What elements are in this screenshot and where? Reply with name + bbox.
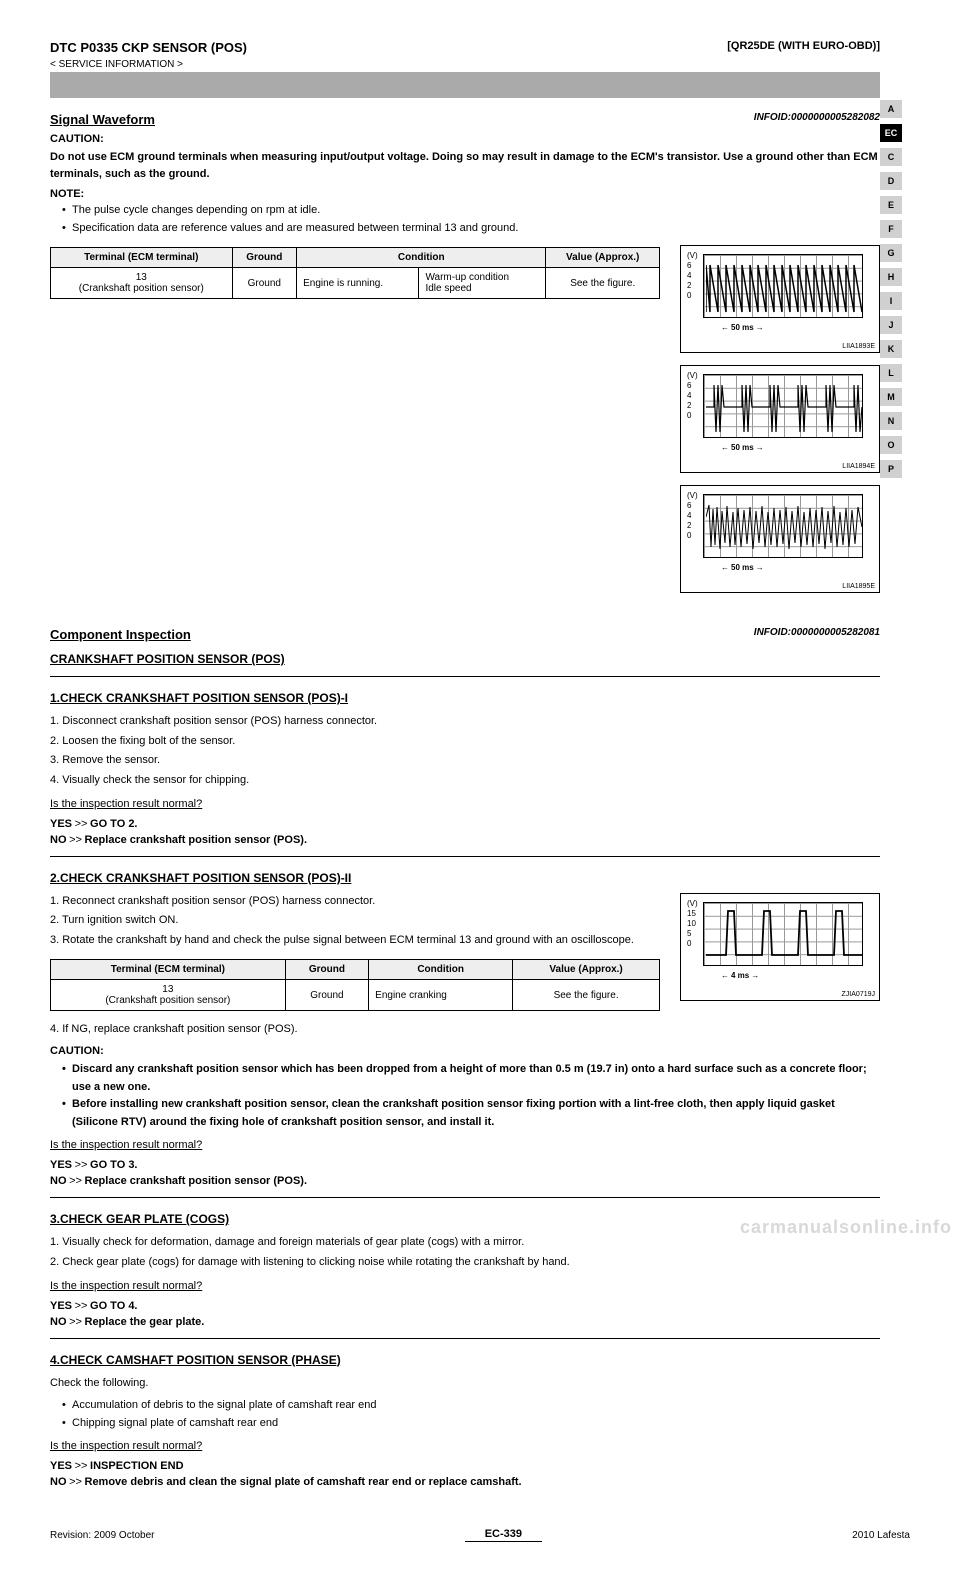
result-question: Is the inspection result normal?	[50, 1280, 880, 1292]
side-tab-o[interactable]: O	[880, 436, 902, 454]
th-value: Value (Approx.)	[513, 960, 660, 980]
td-cond1: Engine is running.	[297, 268, 419, 299]
caution-label: CAUTION:	[50, 1045, 880, 1057]
timebase-label: 4 ms	[721, 971, 759, 980]
th-ground: Ground	[232, 248, 297, 268]
waveform-chart-c: (V)6420 50 ms LIIA1895E	[680, 485, 880, 593]
chart-id: LIIA1895E	[842, 583, 875, 590]
waveform-chart-a: (V)6420 50 ms LIIA1893E	[680, 245, 880, 353]
side-tab-l[interactable]: L	[880, 364, 902, 382]
chart-id: LIIA1893E	[842, 343, 875, 350]
step-item: 1. Disconnect crankshaft position sensor…	[50, 713, 880, 731]
th-terminal: Terminal (ECM terminal)	[51, 248, 233, 268]
td-value: See the figure.	[546, 268, 660, 299]
waveform-chart-d: (V)151050 4 ms ZJIA0719J	[680, 893, 880, 1001]
side-tab-k[interactable]: K	[880, 340, 902, 358]
breadcrumb-section: < SERVICE INFORMATION >	[50, 59, 880, 70]
step4-heading: 4.CHECK CAMSHAFT POSITION SENSOR (PHASE)	[50, 1353, 880, 1367]
td-cond: Engine cranking	[369, 980, 513, 1011]
side-tab-j[interactable]: J	[880, 316, 902, 334]
subsection-title: CRANKSHAFT POSITION SENSOR (POS)	[50, 652, 880, 666]
page-section-title: DTC P0335 CKP SENSOR (POS)	[50, 40, 247, 55]
step2-spec-table: Terminal (ECM terminal) Ground Condition…	[50, 959, 660, 1011]
step1-heading: 1.CHECK CRANKSHAFT POSITION SENSOR (POS)…	[50, 691, 880, 705]
side-tab-ec[interactable]: EC	[880, 124, 902, 142]
no-line: NO>>Replace crankshaft position sensor (…	[50, 1175, 880, 1187]
side-tab-f[interactable]: F	[880, 220, 902, 238]
side-tab-p[interactable]: P	[880, 460, 902, 478]
result-question: Is the inspection result normal?	[50, 798, 880, 810]
no-line: NO>>Remove debris and clean the signal p…	[50, 1476, 880, 1488]
watermark: carmanualsonline.info	[740, 1217, 952, 1238]
step4-lead: Check the following.	[50, 1375, 880, 1392]
caution-item: Before installing new crankshaft positio…	[62, 1096, 880, 1131]
signal-waveform-heading: Signal Waveform	[50, 112, 155, 127]
side-tab-g[interactable]: G	[880, 244, 902, 262]
step-item: 4. If NG, replace crankshaft position se…	[50, 1021, 880, 1039]
breadcrumb-model: [QR25DE (WITH EURO-OBD)]	[727, 40, 880, 52]
timebase-label: 50 ms	[721, 443, 764, 452]
component-inspection-heading: Component Inspection	[50, 627, 191, 642]
side-tab-i[interactable]: I	[880, 292, 902, 310]
note-label: NOTE:	[50, 188, 880, 200]
td-cond2: Warm-up condition Idle speed	[419, 268, 546, 299]
check-item: Chipping signal plate of camshaft rear e…	[62, 1415, 880, 1433]
yes-line: YES>>GO TO 4.	[50, 1300, 880, 1312]
model-text: 2010 Lafesta	[852, 1530, 910, 1541]
signal-spec-table: Terminal (ECM terminal) Ground Condition…	[50, 247, 660, 299]
caution-item: Discard any crankshaft position sensor w…	[62, 1061, 880, 1096]
td-value: See the figure.	[513, 980, 660, 1011]
td-terminal: 13 (Crankshaft position sensor)	[51, 980, 286, 1011]
result-question: Is the inspection result normal?	[50, 1440, 880, 1452]
side-tab-m[interactable]: M	[880, 388, 902, 406]
waveform-chart-b: (V)6420 50 ms LIIA1894E	[680, 365, 880, 473]
td-ground: Ground	[232, 268, 297, 299]
title-bar	[50, 72, 880, 98]
info-id: INFOID:0000000005282082	[754, 112, 880, 123]
no-line: NO>>Replace crankshaft position sensor (…	[50, 834, 880, 846]
side-tab-d[interactable]: D	[880, 172, 902, 190]
timebase-label: 50 ms	[721, 563, 764, 572]
td-terminal: 13 (Crankshaft position sensor)	[51, 268, 233, 299]
caution-label: CAUTION:	[50, 133, 880, 145]
yes-line: YES>>INSPECTION END	[50, 1460, 880, 1472]
note-item: The pulse cycle changes depending on rpm…	[62, 202, 880, 220]
side-tab-h[interactable]: H	[880, 268, 902, 286]
th-value: Value (Approx.)	[546, 248, 660, 268]
check-item: Accumulation of debris to the signal pla…	[62, 1397, 880, 1415]
step2-chart-group: (V)151050 4 ms ZJIA0719J	[680, 893, 880, 1013]
step-item: 2. Check gear plate (cogs) for damage wi…	[50, 1254, 880, 1272]
info-id: INFOID:0000000005282081	[754, 627, 880, 638]
chart-id: ZJIA0719J	[842, 991, 875, 998]
timebase-label: 50 ms	[721, 323, 764, 332]
side-tab-c[interactable]: C	[880, 148, 902, 166]
side-tab-a[interactable]: A	[880, 100, 902, 118]
revision-text: Revision: 2009 October	[50, 1530, 155, 1541]
th-condition: Condition	[297, 248, 546, 268]
no-line: NO>>Replace the gear plate.	[50, 1316, 880, 1328]
result-question: Is the inspection result normal?	[50, 1139, 880, 1151]
step-item: 3. Remove the sensor.	[50, 752, 880, 770]
th-terminal: Terminal (ECM terminal)	[51, 960, 286, 980]
note-item: Specification data are reference values …	[62, 220, 880, 238]
chart-id: LIIA1894E	[842, 463, 875, 470]
yes-line: YES>>GO TO 3.	[50, 1159, 880, 1171]
step2-heading: 2.CHECK CRANKSHAFT POSITION SENSOR (POS)…	[50, 871, 880, 885]
side-tab-n[interactable]: N	[880, 412, 902, 430]
step-item: 2. Loosen the fixing bolt of the sensor.	[50, 733, 880, 751]
side-tab-e[interactable]: E	[880, 196, 902, 214]
waveform-charts-group: (V)6420 50 ms LIIA1893E (V)6420 50 ms LI…	[680, 245, 880, 605]
td-ground: Ground	[285, 980, 368, 1011]
th-ground: Ground	[285, 960, 368, 980]
caution-text: Do not use ECM ground terminals when mea…	[50, 149, 880, 182]
yes-line: YES>>GO TO 2.	[50, 818, 880, 830]
page-number: EC-339	[465, 1528, 542, 1542]
th-condition: Condition	[369, 960, 513, 980]
step-item: 4. Visually check the sensor for chippin…	[50, 772, 880, 790]
